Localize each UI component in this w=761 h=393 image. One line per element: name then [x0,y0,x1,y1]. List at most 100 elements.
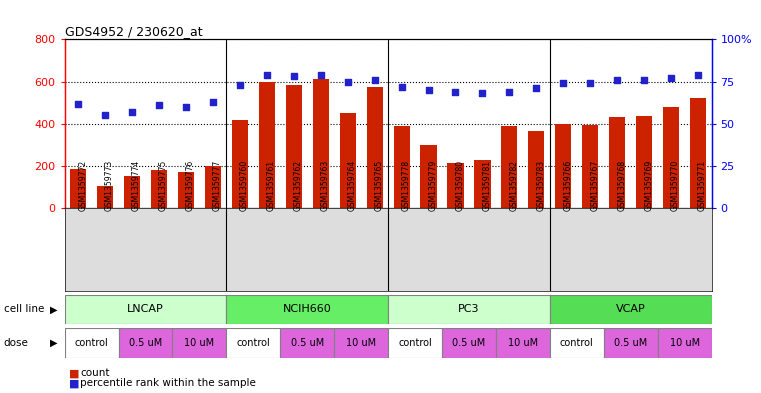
Bar [205,166,221,208]
Text: GSM1359760: GSM1359760 [240,160,249,211]
Point [692,72,704,78]
Text: 10 uM: 10 uM [184,338,215,348]
Point [638,77,650,83]
Point [126,109,139,115]
Text: GSM1359765: GSM1359765 [374,160,384,211]
Point [530,85,543,92]
Bar [227,295,388,324]
Text: percentile rank within the sample: percentile rank within the sample [80,378,256,388]
Point [503,88,515,95]
Text: GSM1359766: GSM1359766 [563,160,572,211]
Point [476,90,489,97]
Text: 10 uM: 10 uM [508,338,538,348]
Bar [313,79,329,208]
Text: GSM1359775: GSM1359775 [159,160,168,211]
Point [611,77,623,83]
Point [153,102,165,108]
Bar [124,176,140,208]
Bar [65,328,119,358]
Text: GSM1359781: GSM1359781 [482,160,492,211]
Bar [70,169,86,208]
Bar [609,118,626,208]
Text: GSM1359769: GSM1359769 [644,160,653,211]
Point [207,99,219,105]
Text: 0.5 uM: 0.5 uM [452,338,486,348]
Text: dose: dose [4,338,29,348]
Bar [603,328,658,358]
Text: GSM1359776: GSM1359776 [186,160,195,211]
Bar [690,98,706,208]
Text: cell line: cell line [4,305,44,314]
Bar [582,125,598,208]
Bar [151,170,167,208]
Point [99,112,111,119]
Text: GSM1359764: GSM1359764 [348,160,357,211]
Text: GSM1359763: GSM1359763 [320,160,330,211]
Bar [65,295,227,324]
Bar [474,160,491,208]
Bar [232,119,248,208]
Text: GSM1359762: GSM1359762 [294,160,303,211]
Text: control: control [75,338,109,348]
Point [288,73,300,80]
Bar [334,328,388,358]
Bar [556,124,572,208]
Text: ▶: ▶ [49,305,57,314]
Bar [636,116,652,208]
Bar [442,328,496,358]
Bar [496,328,550,358]
Bar [550,295,712,324]
Point [450,88,462,95]
Bar [173,328,227,358]
Text: GDS4952 / 230620_at: GDS4952 / 230620_at [65,25,202,38]
Text: NCIH660: NCIH660 [283,305,332,314]
Text: GSM1359761: GSM1359761 [267,160,275,211]
Bar [528,131,544,208]
Text: GSM1359771: GSM1359771 [698,160,707,211]
Text: 0.5 uM: 0.5 uM [129,338,162,348]
Text: 0.5 uM: 0.5 uM [614,338,648,348]
Point [557,80,569,86]
Text: GSM1359780: GSM1359780 [456,160,464,211]
Text: GSM1359770: GSM1359770 [671,160,680,211]
Point [72,100,84,107]
Text: GSM1359772: GSM1359772 [78,160,88,211]
Text: ■: ■ [68,378,79,388]
Text: 10 uM: 10 uM [346,338,376,348]
Text: 10 uM: 10 uM [670,338,699,348]
Text: control: control [560,338,594,348]
Point [396,83,408,90]
Point [422,87,435,93]
Bar [393,126,409,208]
Bar [663,107,679,208]
Text: ■: ■ [68,368,79,378]
Point [314,72,326,78]
Text: GSM1359768: GSM1359768 [617,160,626,211]
Point [180,104,192,110]
Text: control: control [398,338,432,348]
Point [368,77,380,83]
Bar [97,186,113,208]
Text: GSM1359777: GSM1359777 [213,160,222,211]
Text: GSM1359783: GSM1359783 [537,160,546,211]
Bar [178,172,194,208]
Bar [421,145,437,208]
Text: VCAP: VCAP [616,305,645,314]
Point [342,79,354,85]
Bar [119,328,173,358]
Bar [658,328,712,358]
Text: control: control [237,338,270,348]
Text: count: count [80,368,110,378]
Bar [259,82,275,208]
Bar [501,126,517,208]
Bar [550,328,603,358]
Bar [339,113,356,208]
Point [261,72,273,78]
Point [584,80,597,86]
Bar [388,295,550,324]
Bar [285,85,302,208]
Text: GSM1359779: GSM1359779 [428,160,438,211]
Bar [447,163,463,208]
Text: 0.5 uM: 0.5 uM [291,338,324,348]
Text: LNCAP: LNCAP [127,305,164,314]
